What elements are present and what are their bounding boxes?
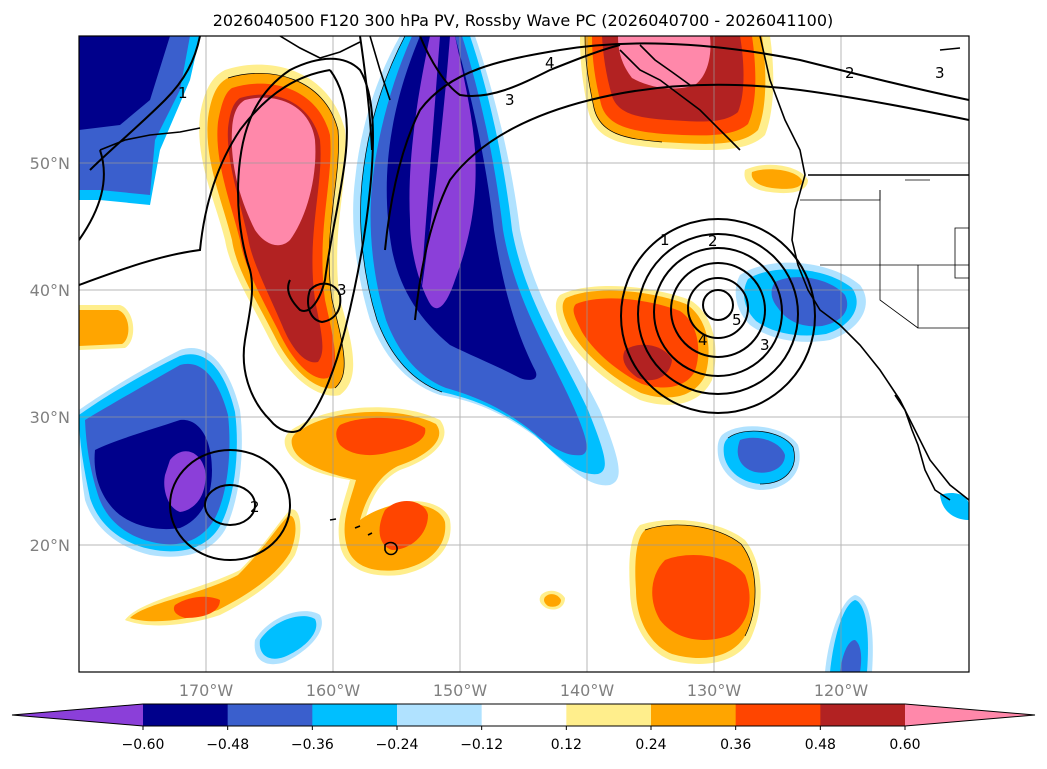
colorbar-tick-label: 0.36 (720, 737, 751, 753)
colorbar-extend-max (905, 704, 1035, 726)
contour-label: 5 (732, 311, 742, 329)
anomaly-negative-small-b (254, 611, 322, 665)
lat-label-30n: 30°N (30, 408, 70, 427)
contour-label: 3 (505, 91, 515, 109)
colorbar: −0.60 −0.48 −0.36 −0.24 −0.12 0.12 0.24 0.36 0.4… (11, 703, 1036, 753)
anomaly-negative-central (353, 36, 619, 486)
lat-label-50n: 50°N (30, 154, 70, 173)
anomaly-positive-ne (580, 36, 808, 194)
map-frame (78, 35, 970, 673)
anomaly-positive-west (79, 305, 134, 350)
anomaly-negative-mexico (825, 493, 969, 672)
anomaly-negative-small-a (717, 426, 800, 490)
contour-label: 2 (708, 232, 718, 250)
anomaly-positive-hawaii (284, 407, 451, 576)
anomaly-positive-sw-arc (125, 509, 301, 626)
figure-title: 2026040500 F120 300 hPa PV, Rossby Wave … (213, 11, 834, 30)
lon-label-170w: 170°W (179, 681, 234, 700)
anomaly-negative-ca (735, 262, 866, 342)
anomaly-positive-east (555, 285, 716, 405)
contour-label: 1 (178, 84, 188, 102)
colorbar-segment (143, 704, 229, 726)
contour-label: 4 (698, 331, 708, 349)
rossby-contours (79, 36, 969, 561)
contour-label: 1 (660, 231, 670, 249)
state-borders (800, 179, 969, 329)
lon-label-130w: 130°W (687, 681, 742, 700)
contour-label: 2 (845, 64, 855, 82)
latitude-labels: 50°N 40°N 30°N 20°N (30, 154, 70, 555)
longitude-labels: 170°W 160°W 150°W 140°W 130°W 120°W (179, 681, 869, 700)
colorbar-tick-label: 0.48 (805, 737, 836, 753)
contour-label-group: 1 1 2 2 2 3 3 3 3 4 4 5 (178, 54, 945, 516)
colorbar-tick-label: 0.24 (635, 737, 666, 753)
lat-label-20n: 20°N (30, 536, 70, 555)
pv-fields: 1 1 2 2 2 3 3 3 3 4 4 5 (79, 36, 969, 672)
lon-label-150w: 150°W (433, 681, 488, 700)
colorbar-tick-label: 0.60 (889, 737, 920, 753)
colorbar-segment (651, 704, 737, 726)
anomaly-negative-sw (79, 348, 242, 557)
colorbar-tick-label: −0.12 (460, 737, 503, 753)
map-gridlines (79, 36, 969, 672)
contour-label: 3 (337, 281, 347, 299)
colorbar-tick-label: −0.48 (206, 737, 249, 753)
contour-label: 4 (545, 54, 555, 72)
colorbar-extend-min (12, 704, 143, 726)
colorbar-tick-label: 0.12 (551, 737, 582, 753)
colorbar-segment (481, 704, 567, 726)
contour-label: 2 (250, 498, 260, 516)
lon-label-160w: 160°W (306, 681, 361, 700)
colorbar-segment (566, 704, 652, 726)
anomaly-positive-se (539, 520, 761, 664)
contour-label: 3 (760, 336, 770, 354)
colorbar-tick-label: −0.36 (291, 737, 334, 753)
colorbar-tick-label: −0.24 (376, 737, 419, 753)
lon-label-140w: 140°W (560, 681, 615, 700)
colorbar-segment (820, 704, 906, 726)
colorbar-tick-label: −0.60 (122, 737, 165, 753)
colorbar-segment (397, 704, 483, 726)
contour-label: 3 (935, 64, 945, 82)
colorbar-segment (735, 704, 821, 726)
lat-label-40n: 40°N (30, 281, 70, 300)
colorbar-segment (312, 704, 398, 726)
zero-contours (227, 36, 795, 637)
lon-label-120w: 120°W (814, 681, 869, 700)
colorbar-segment (227, 704, 313, 726)
